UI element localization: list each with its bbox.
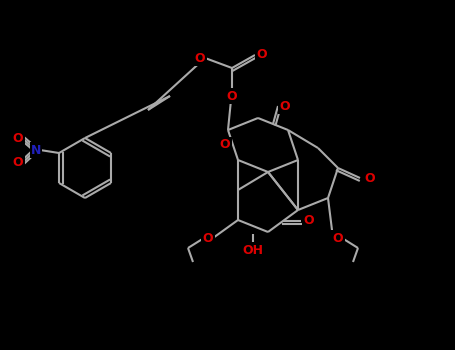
Text: OH: OH bbox=[243, 244, 263, 257]
Text: O: O bbox=[13, 156, 23, 169]
Text: O: O bbox=[220, 139, 230, 152]
Text: O: O bbox=[13, 132, 23, 145]
Text: O: O bbox=[227, 90, 238, 103]
Text: O: O bbox=[303, 215, 314, 228]
Text: O: O bbox=[365, 172, 375, 184]
Text: O: O bbox=[202, 231, 213, 245]
Text: O: O bbox=[257, 49, 268, 62]
Text: O: O bbox=[333, 231, 344, 245]
Text: N: N bbox=[31, 144, 41, 156]
Text: O: O bbox=[280, 99, 290, 112]
Text: O: O bbox=[195, 51, 205, 64]
